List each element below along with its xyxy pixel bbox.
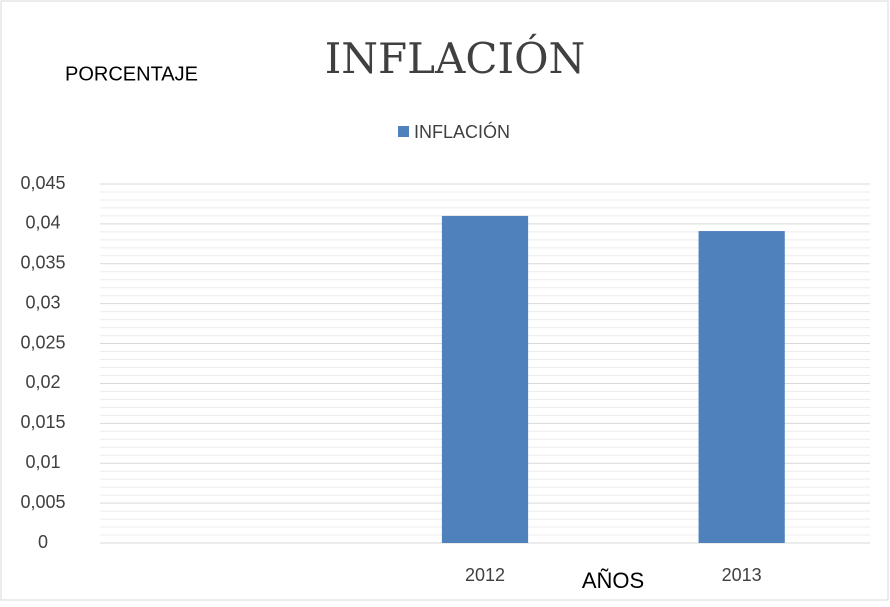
y-tick-label: 0,03 xyxy=(25,292,60,312)
x-axis-label: AÑOS xyxy=(582,568,644,593)
y-tick-label: 0,035 xyxy=(20,253,65,273)
bar xyxy=(441,215,529,543)
y-axis-label: PORCENTAJE xyxy=(65,63,198,85)
legend-label: INFLACIÓN xyxy=(414,121,510,142)
bar xyxy=(698,231,785,543)
y-tick-label: 0,02 xyxy=(25,372,60,392)
y-tick-label: 0,04 xyxy=(25,213,60,233)
x-tick-label: 2013 xyxy=(722,565,762,585)
chart-title: INFLACIÓN xyxy=(325,33,586,83)
y-tick-label: 0,025 xyxy=(20,332,65,352)
y-tick-label: 0 xyxy=(38,532,48,552)
legend-swatch xyxy=(398,126,409,137)
y-tick-label: 0,045 xyxy=(20,173,65,193)
y-tick-label: 0,005 xyxy=(20,492,65,512)
x-tick-label: 2012 xyxy=(465,565,505,585)
y-tick-label: 0,015 xyxy=(20,412,65,432)
y-tick-label: 0,01 xyxy=(25,452,60,472)
